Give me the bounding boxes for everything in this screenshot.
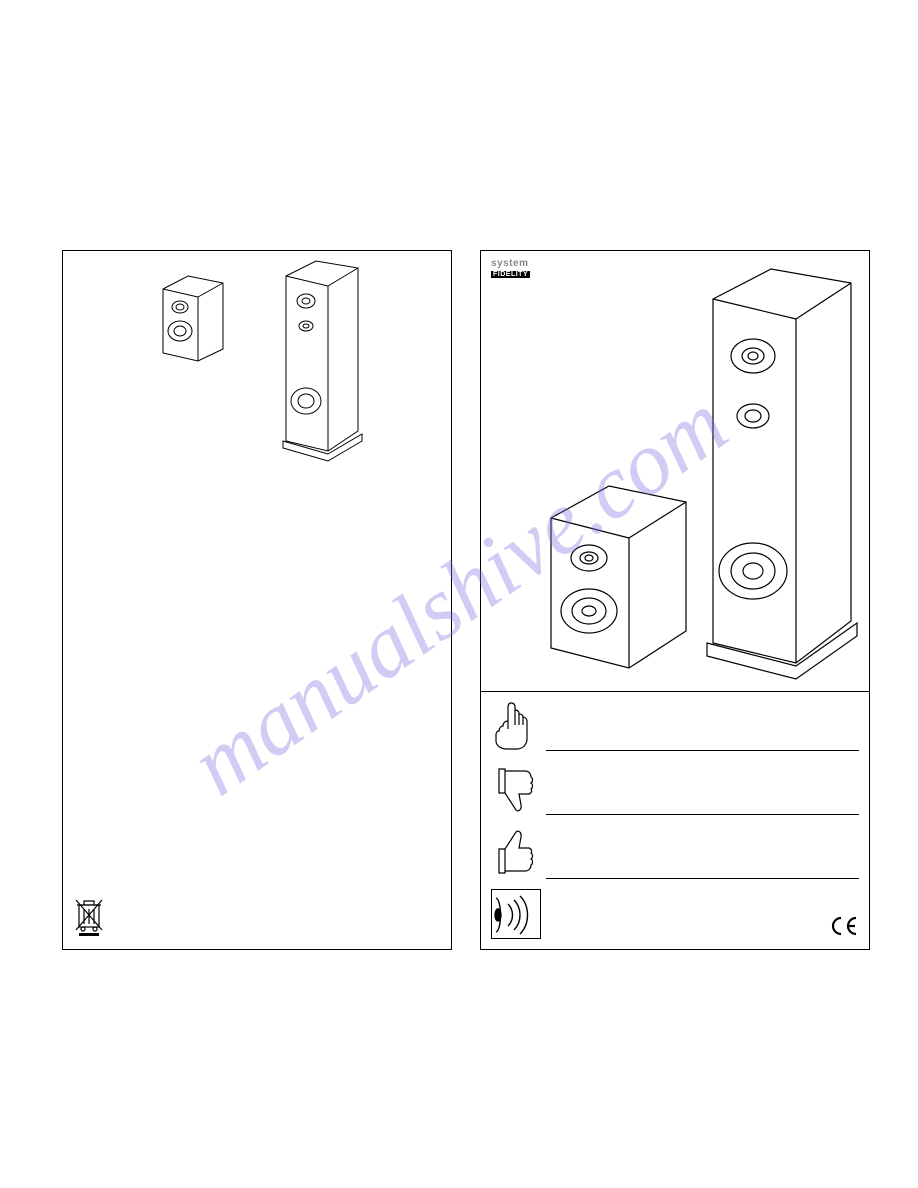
ce-mark: [829, 916, 859, 941]
brand-logo: system FIDELITY: [491, 259, 530, 279]
thumbs-up-icon: [491, 827, 539, 879]
hint-row-pointing: [491, 699, 859, 759]
row-rule: [546, 750, 859, 751]
right-panel: system FIDELITY: [480, 250, 870, 950]
left-panel: [62, 250, 452, 950]
hint-row-thumbs-down: [491, 763, 859, 823]
row-rule: [546, 814, 859, 815]
row-rule: [546, 878, 859, 879]
weee-bin-icon: [75, 897, 103, 937]
large-tower-speaker-drawing: [701, 261, 861, 691]
hint-row-sound: [491, 889, 859, 949]
small-tower-speaker-drawing: [278, 256, 368, 466]
page-root: manualshive.com: [0, 0, 918, 1188]
logo-line1: system: [491, 259, 530, 269]
pointing-hand-icon: [491, 699, 539, 751]
section-divider: [481, 691, 869, 692]
thumbs-down-icon: [491, 763, 539, 815]
large-bookshelf-speaker-drawing: [541, 476, 696, 676]
speaker-sound-icon: [491, 889, 541, 939]
hint-row-thumbs-up: [491, 827, 859, 887]
logo-line2: FIDELITY: [491, 271, 530, 278]
small-bookshelf-speaker-drawing: [158, 271, 228, 366]
